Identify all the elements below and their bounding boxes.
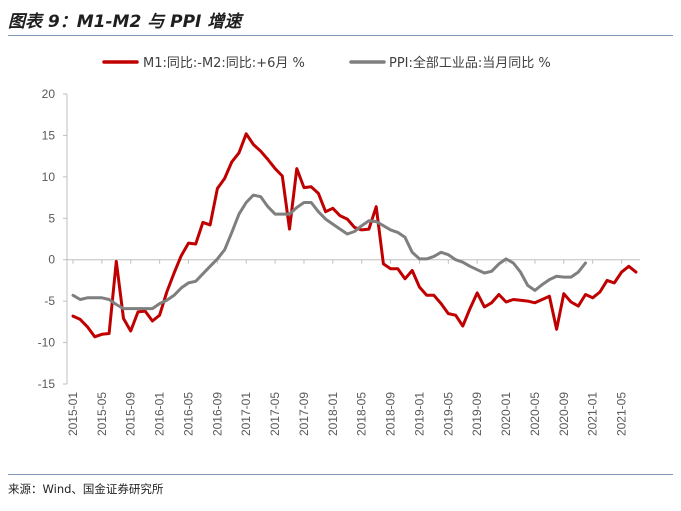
series-line-ppi [71, 193, 587, 311]
y-tick-label: -5 [44, 294, 55, 308]
x-tick-label: 2016-09 [210, 392, 224, 436]
y-tick-label: -10 [38, 336, 56, 350]
y-tick-label: 0 [48, 253, 55, 267]
x-tick-label: 2018-09 [384, 392, 398, 436]
x-tick-label: 2015-01 [66, 392, 80, 436]
series-line-m1-m2 [71, 132, 638, 339]
x-tick-label: 2019-09 [470, 392, 484, 436]
x-tick-label: 2019-01 [412, 392, 426, 436]
y-tick-label: 20 [42, 87, 56, 101]
x-tick-label: 2021-01 [586, 392, 600, 436]
x-tick-label: 2016-05 [181, 392, 195, 436]
x-tick-label: 2018-01 [326, 392, 340, 436]
x-tick-label: 2015-09 [124, 392, 138, 436]
y-tick-label: 10 [42, 170, 56, 184]
y-tick-label: 15 [42, 128, 56, 142]
source-divider [8, 474, 673, 475]
x-tick-label: 2020-01 [499, 392, 513, 436]
chart-title: 图表 9：M1-M2 与 PPI 增速 [8, 12, 242, 32]
x-tick-label: 2021-05 [615, 392, 629, 436]
x-tick-label: 2019-05 [441, 392, 455, 436]
x-tick-label: 2020-05 [528, 392, 542, 436]
x-tick-label: 2018-05 [355, 392, 369, 436]
legend: M1:同比:-M2:同比:+6月 % PPI:全部工业品:当月同比 % [102, 55, 551, 71]
x-tick-label: 2017-09 [297, 392, 311, 436]
x-tick-label: 2017-01 [239, 392, 253, 436]
y-tick-label: 5 [48, 211, 55, 225]
title-divider [8, 35, 673, 36]
x-tick-label: 2020-09 [557, 392, 571, 436]
x-tick-label: 2015-05 [95, 392, 109, 436]
y-axis: -15 -10 -5 0 5 10 15 20 [38, 87, 68, 391]
x-tick-label: 2016-01 [153, 392, 167, 436]
x-tick-label: 2017-05 [268, 392, 282, 436]
legend-label: PPI:全部工业品:当月同比 % [389, 55, 551, 71]
legend-label: M1:同比:-M2:同比:+6月 % [143, 56, 305, 71]
source-note: 来源：Wind、国金证券研究所 [8, 482, 164, 496]
series-layer [71, 132, 638, 339]
y-tick-label: -15 [38, 377, 56, 391]
x-axis: 2015-01 2015-05 2015-09 2016-01 2016-05 2016-… [66, 259, 640, 436]
line-chart: M1:同比:-M2:同比:+6月 % PPI:全部工业品:当月同比 % -15-1… [38, 55, 640, 436]
